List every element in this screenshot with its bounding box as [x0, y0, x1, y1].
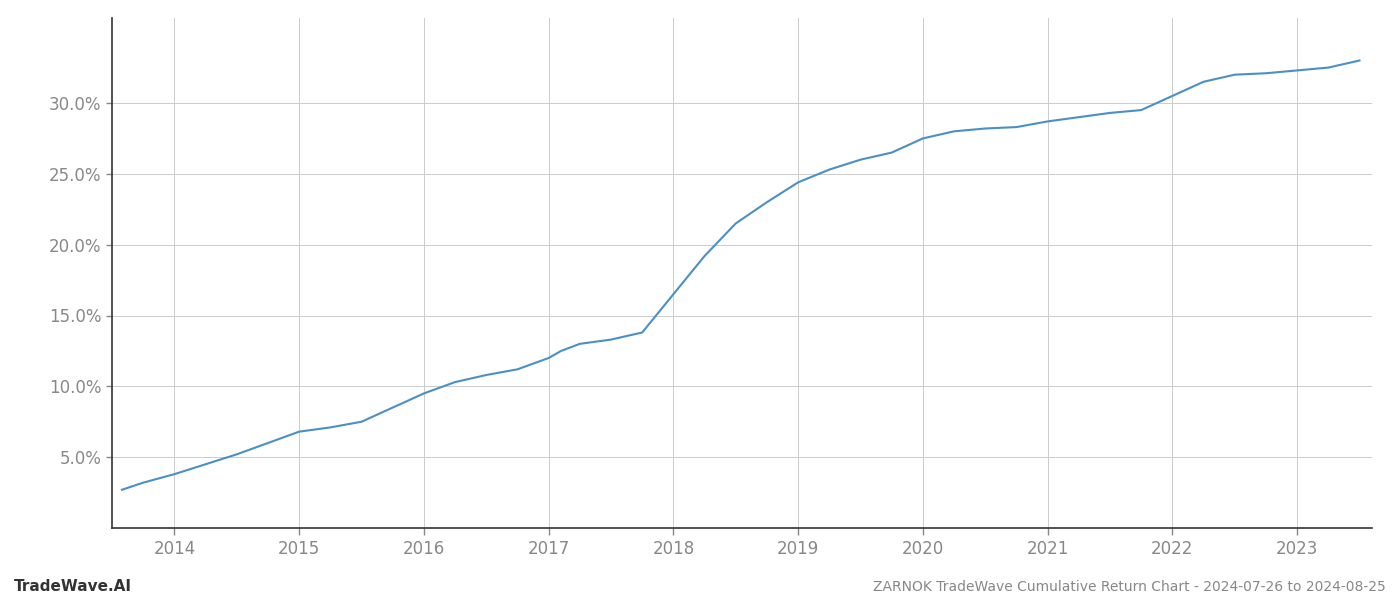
Text: ZARNOK TradeWave Cumulative Return Chart - 2024-07-26 to 2024-08-25: ZARNOK TradeWave Cumulative Return Chart… — [874, 580, 1386, 594]
Text: TradeWave.AI: TradeWave.AI — [14, 579, 132, 594]
